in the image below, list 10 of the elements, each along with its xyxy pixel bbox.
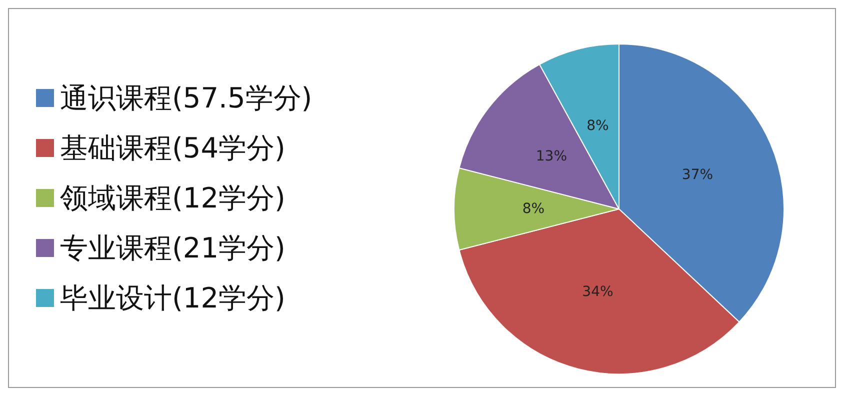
data-label: 8%: [586, 118, 609, 134]
data-label: 34%: [582, 284, 614, 300]
data-label: 13%: [536, 148, 568, 165]
legend-label: 毕业设计(12学分): [60, 282, 286, 314]
legend-label: 通识课程(57.5学分): [60, 82, 312, 114]
legend-label: 专业课程(21学分): [60, 232, 286, 264]
data-label: 8%: [522, 201, 545, 217]
legend-label: 基础课程(54学分): [60, 132, 286, 164]
legend-label: 领域课程(12学分): [60, 182, 286, 214]
data-label: 37%: [682, 167, 714, 184]
